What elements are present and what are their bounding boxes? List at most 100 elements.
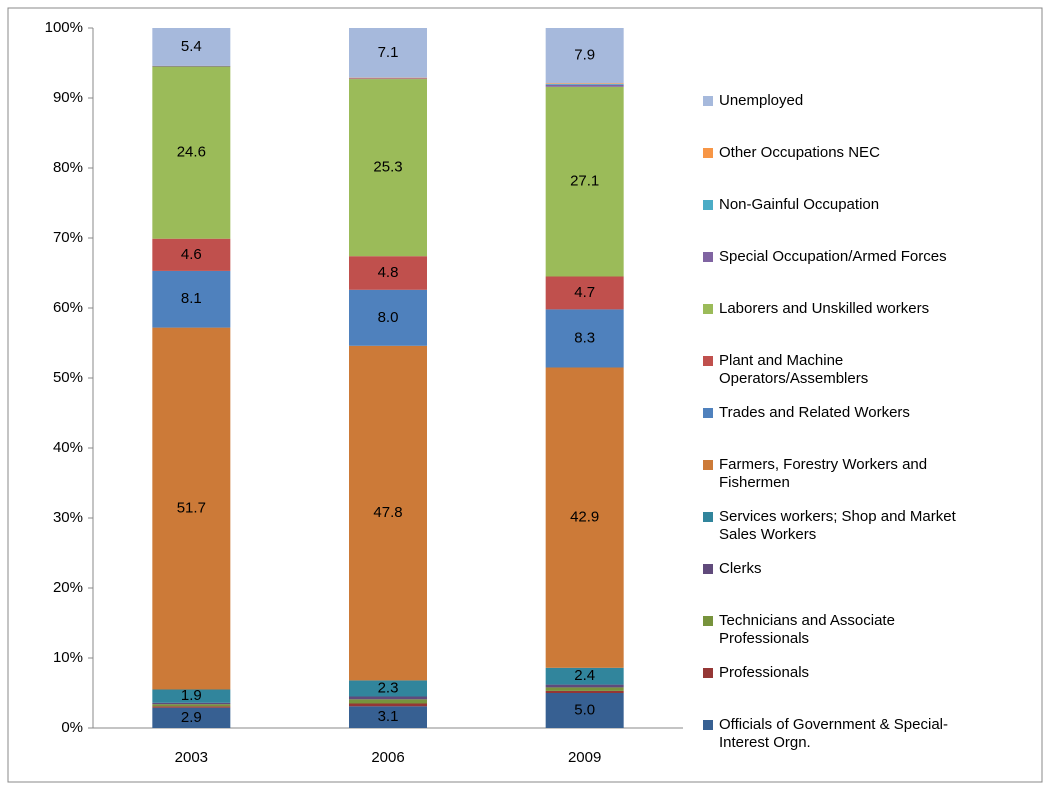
value-label: 4.8 <box>378 264 399 281</box>
legend-item: Services workers; Shop and Market Sales … <box>703 508 1003 544</box>
legend-label: Special Occupation/Armed Forces <box>719 248 947 265</box>
bar-segment <box>349 79 427 257</box>
y-tick-label: 40% <box>53 439 83 456</box>
legend-item: Other Occupations NEC <box>703 144 1003 162</box>
bar-segment <box>545 693 624 728</box>
bar-segment <box>349 77 427 79</box>
legend-label: Farmers, Forestry Workers and Fishermen <box>719 456 928 491</box>
bar-segment <box>152 238 231 271</box>
bar-segment <box>349 289 427 346</box>
legend-label: Trades and Related Workers <box>719 404 910 421</box>
y-tick-label: 0% <box>61 719 83 736</box>
legend-item: Technicians and Associate Professionals <box>703 612 1003 648</box>
legend-label: Officials of Government & Special-Intere… <box>719 716 948 751</box>
bar-segment <box>349 345 427 681</box>
y-tick-label: 50% <box>53 369 83 386</box>
legend-item: Clerks <box>703 560 1003 578</box>
bar-segment <box>545 28 624 84</box>
legend-item: Trades and Related Workers <box>703 404 1003 422</box>
bar-segment <box>545 687 624 691</box>
bar-segment <box>545 84 624 87</box>
legend-item: Professionals <box>703 664 1003 682</box>
value-label: 2.3 <box>378 679 399 696</box>
value-label: 42.9 <box>570 509 599 526</box>
y-tick-label: 60% <box>53 299 83 316</box>
value-label: 25.3 <box>373 159 402 176</box>
legend-label: Clerks <box>719 560 762 577</box>
bar-segment <box>152 66 231 239</box>
bar-segment <box>152 327 231 690</box>
legend-label: Services workers; Shop and Market Sales … <box>719 508 956 543</box>
bar-segment <box>545 667 624 685</box>
value-label: 2.9 <box>181 709 202 726</box>
y-tick-label: 30% <box>53 509 83 526</box>
legend-label: Other Occupations NEC <box>719 144 880 161</box>
y-tick-label: 80% <box>53 159 83 176</box>
value-label: 2.4 <box>574 667 595 684</box>
value-label: 51.7 <box>177 500 206 517</box>
legend-swatch <box>703 512 713 522</box>
bar-segment <box>349 28 427 78</box>
bar-segment <box>152 689 231 703</box>
legend-swatch <box>703 564 713 574</box>
y-tick-label: 10% <box>53 649 83 666</box>
value-label: 1.9 <box>181 687 202 704</box>
value-label: 3.1 <box>378 708 399 725</box>
legend-swatch <box>703 148 713 158</box>
bar-segment <box>152 702 231 705</box>
bar-segment <box>152 706 231 708</box>
legend-item: Unemployed <box>703 92 1003 110</box>
bar-segment <box>152 704 231 707</box>
bar-segment <box>349 699 427 704</box>
legend-label: Technicians and Associate Professionals <box>719 612 895 647</box>
legend-swatch <box>703 408 713 418</box>
bar-segment <box>349 78 427 80</box>
legend-label: Plant and Machine Operators/Assemblers <box>719 352 869 387</box>
legend-item: Plant and Machine Operators/Assemblers <box>703 352 1003 388</box>
legend-swatch <box>703 252 713 262</box>
value-label: 4.7 <box>574 284 595 301</box>
legend-item: Laborers and Unskilled workers <box>703 300 1003 318</box>
chart-frame <box>7 7 1043 783</box>
legend-item: Officials of Government & Special-Intere… <box>703 716 1003 752</box>
bar-segment <box>349 696 427 700</box>
value-label: 7.9 <box>574 47 595 64</box>
y-tick-label: 100% <box>45 19 83 36</box>
legend-swatch <box>703 616 713 626</box>
legend-item: Special Occupation/Armed Forces <box>703 248 1003 266</box>
legend-swatch <box>703 668 713 678</box>
value-label: 7.1 <box>378 44 399 61</box>
legend-swatch <box>703 720 713 730</box>
legend-label: Non-Gainful Occupation <box>719 196 880 213</box>
bar-segment <box>349 680 427 697</box>
bar-segment <box>545 367 624 668</box>
value-label: 8.3 <box>574 329 595 346</box>
bar-segment <box>152 707 231 728</box>
value-label: 8.1 <box>181 290 202 307</box>
value-label: 5.0 <box>574 701 595 718</box>
legend-item: Non-Gainful Occupation <box>703 196 1003 214</box>
bar-segment <box>349 703 427 707</box>
bar-segment <box>152 65 231 67</box>
bar-segment <box>349 706 427 728</box>
value-label: 8.0 <box>378 309 399 326</box>
y-tick-label: 20% <box>53 579 83 596</box>
bar-segment <box>349 256 427 290</box>
bar-segment <box>545 690 624 693</box>
legend-item: Farmers, Forestry Workers and Fishermen <box>703 456 1003 492</box>
bar-segment <box>545 83 624 84</box>
legend-label: Laborers and Unskilled workers <box>719 300 930 317</box>
bar-segment <box>545 309 624 368</box>
bar-segment <box>152 28 231 66</box>
value-label: 5.4 <box>181 38 202 55</box>
legend-swatch <box>703 460 713 470</box>
legend-swatch <box>703 304 713 314</box>
legend-swatch <box>703 200 713 210</box>
bar-segment <box>545 276 624 310</box>
bar-segment <box>545 684 624 688</box>
value-label: 4.6 <box>181 246 202 263</box>
bar-segment <box>545 86 624 277</box>
y-tick-label: 70% <box>53 229 83 246</box>
x-tick-label: 2003 <box>175 749 208 766</box>
